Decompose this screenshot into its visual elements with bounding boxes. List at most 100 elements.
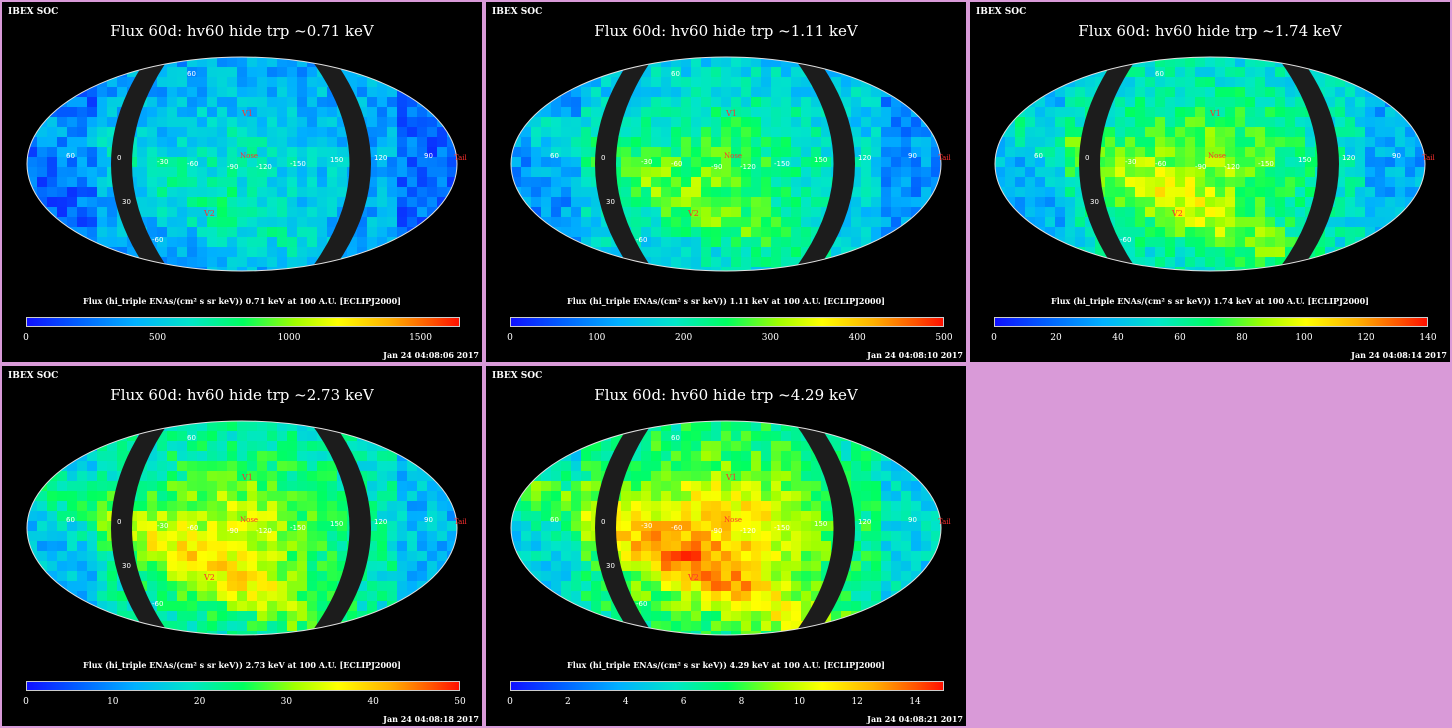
flux-pixel (871, 167, 881, 177)
v2-marker: V2 (203, 573, 215, 582)
flux-pixel (711, 97, 721, 107)
flux-pixel (1395, 267, 1405, 271)
colorbar-tick: 80 (1236, 333, 1248, 343)
flux-pixel (911, 431, 921, 441)
flux-pixel (721, 147, 731, 157)
colorbar-caption: Flux (hi_triple ENAs/(cm² s sr keV)) 0.7… (83, 296, 401, 306)
flux-pixel (761, 227, 771, 237)
flux-pixel (781, 611, 791, 621)
flux-pixel (881, 167, 891, 177)
flux-pixel (387, 631, 397, 635)
flux-pixel (891, 217, 901, 227)
flux-pixel (437, 227, 447, 237)
flux-pixel (1405, 257, 1415, 267)
flux-pixel (701, 157, 711, 167)
flux-pixel (1045, 57, 1055, 67)
flux-pixel (861, 247, 871, 257)
flux-pixel (437, 137, 447, 147)
flux-pixel (541, 631, 551, 635)
flux-pixel (287, 57, 297, 67)
flux-pixel (1285, 167, 1295, 177)
flux-pixel (1165, 127, 1175, 137)
flux-pixel (1055, 157, 1065, 167)
flux-pixel (631, 491, 641, 501)
flux-pixel (731, 621, 741, 631)
flux-pixel (511, 117, 521, 127)
flux-pixel (651, 187, 661, 197)
flux-pixel (771, 611, 781, 621)
flux-pixel (581, 197, 591, 207)
flux-pixel (681, 421, 691, 431)
flux-pixel (217, 197, 227, 207)
flux-pixel (1295, 107, 1305, 117)
flux-pixel (801, 247, 811, 257)
flux-pixel (1265, 257, 1275, 267)
flux-pixel (147, 57, 157, 67)
flux-pixel (511, 107, 521, 117)
flux-pixel (147, 167, 157, 177)
flux-pixel (1115, 157, 1125, 167)
flux-pixel (177, 421, 187, 431)
flux-pixel (891, 167, 901, 177)
flux-pixel (731, 167, 741, 177)
flux-pixel (561, 541, 571, 551)
flux-pixel (551, 571, 561, 581)
flux-pixel (197, 521, 207, 531)
flux-pixel (167, 167, 177, 177)
flux-pixel (1375, 117, 1385, 127)
flux-pixel (1355, 67, 1365, 77)
flux-pixel (1225, 267, 1235, 271)
flux-pixel (721, 441, 731, 451)
flux-pixel (1005, 187, 1015, 197)
flux-pixel (701, 511, 711, 521)
flux-pixel (277, 257, 287, 267)
flux-pixel (631, 591, 641, 601)
flux-pixel (387, 67, 397, 77)
flux-pixel (1265, 167, 1275, 177)
flux-pixel (611, 77, 621, 87)
flux-pixel (287, 501, 297, 511)
colorbar-tick: 2 (564, 697, 571, 707)
flux-pixel (47, 57, 57, 67)
flux-pixel (1135, 137, 1145, 147)
map-outline (994, 56, 1426, 272)
flux-pixel (307, 177, 317, 187)
mask-left (111, 57, 172, 271)
flux-pixel (357, 257, 367, 267)
flux-pixel (1055, 167, 1065, 177)
flux-pixel (1415, 227, 1425, 237)
flux-pixel (157, 611, 167, 621)
flux-pixel (1155, 257, 1165, 267)
flux-pixel (591, 107, 601, 117)
flux-pixel (561, 621, 571, 631)
colorbar-tick: 8 (738, 697, 745, 707)
flux-pixel (237, 451, 247, 461)
flux-pixel (911, 177, 921, 187)
flux-pixel (337, 521, 347, 531)
flux-pixel (1195, 77, 1205, 87)
flux-pixel (107, 591, 117, 601)
flux-pixel (267, 531, 277, 541)
flux-pixel (1195, 87, 1205, 97)
colorbar-tick: 10 (793, 697, 806, 707)
flux-pixel (741, 247, 751, 257)
flux-pixel (811, 217, 821, 227)
flux-pixel (397, 461, 407, 471)
flux-pixel (611, 247, 621, 257)
flux-pixel (671, 107, 681, 117)
flux-pixel (1025, 137, 1035, 147)
flux-pixel (1385, 107, 1395, 117)
flux-pixel (891, 631, 901, 635)
flux-pixel (771, 581, 781, 591)
flux-pixel (207, 621, 217, 631)
flux-pixel (911, 207, 921, 217)
flux-pixel (97, 67, 107, 77)
grid-label: 60 (66, 516, 75, 524)
flux-pixel (761, 521, 771, 531)
flux-pixel (277, 601, 287, 611)
flux-pixel (521, 631, 531, 635)
flux-pixel (87, 541, 97, 551)
flux-pixel (671, 571, 681, 581)
flux-pixel (721, 87, 731, 97)
flux-pixel (511, 541, 521, 551)
